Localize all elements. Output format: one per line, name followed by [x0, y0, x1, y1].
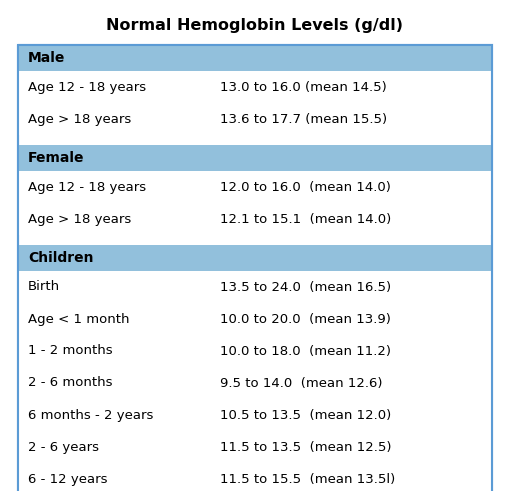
Text: 6 - 12 years: 6 - 12 years	[28, 472, 108, 486]
Bar	[18, 45, 492, 71]
Text: Age 12 - 18 years: Age 12 - 18 years	[28, 81, 146, 93]
Text: Female: Female	[28, 151, 84, 165]
Bar	[18, 463, 492, 491]
Text: 11.5 to 15.5  (mean 13.5l): 11.5 to 15.5 (mean 13.5l)	[220, 472, 395, 486]
Text: Age < 1 month: Age < 1 month	[28, 312, 130, 326]
Text: 2 - 6 months: 2 - 6 months	[28, 377, 112, 389]
Text: 13.6 to 17.7 (mean 15.5): 13.6 to 17.7 (mean 15.5)	[220, 112, 387, 126]
Bar	[18, 103, 492, 135]
Text: Normal Hemoglobin Levels (g/dl): Normal Hemoglobin Levels (g/dl)	[106, 18, 402, 33]
Text: 12.1 to 15.1  (mean 14.0): 12.1 to 15.1 (mean 14.0)	[220, 213, 391, 225]
Bar	[18, 367, 492, 399]
Text: 11.5 to 13.5  (mean 12.5): 11.5 to 13.5 (mean 12.5)	[220, 440, 392, 454]
Text: 10.0 to 20.0  (mean 13.9): 10.0 to 20.0 (mean 13.9)	[220, 312, 391, 326]
Text: 13.0 to 16.0 (mean 14.5): 13.0 to 16.0 (mean 14.5)	[220, 81, 387, 93]
Text: 12.0 to 16.0  (mean 14.0): 12.0 to 16.0 (mean 14.0)	[220, 181, 391, 193]
Bar	[18, 171, 492, 203]
Bar	[18, 335, 492, 367]
Text: 9.5 to 14.0  (mean 12.6): 9.5 to 14.0 (mean 12.6)	[220, 377, 383, 389]
Text: 6 months - 2 years: 6 months - 2 years	[28, 409, 153, 421]
Bar	[18, 145, 492, 171]
Text: Age > 18 years: Age > 18 years	[28, 213, 131, 225]
Text: Children: Children	[28, 251, 93, 265]
Bar	[18, 245, 492, 271]
Bar	[18, 271, 492, 303]
Text: 10.0 to 18.0  (mean 11.2): 10.0 to 18.0 (mean 11.2)	[220, 345, 391, 357]
Text: Age > 18 years: Age > 18 years	[28, 112, 131, 126]
Text: 13.5 to 24.0  (mean 16.5): 13.5 to 24.0 (mean 16.5)	[220, 280, 391, 294]
Bar	[18, 71, 492, 103]
Bar	[18, 431, 492, 463]
Text: Male: Male	[28, 51, 66, 65]
Text: 10.5 to 13.5  (mean 12.0): 10.5 to 13.5 (mean 12.0)	[220, 409, 391, 421]
Text: Age 12 - 18 years: Age 12 - 18 years	[28, 181, 146, 193]
Text: 2 - 6 years: 2 - 6 years	[28, 440, 99, 454]
Bar	[18, 303, 492, 335]
Bar	[18, 203, 492, 235]
Text: 1 - 2 months: 1 - 2 months	[28, 345, 113, 357]
Bar	[18, 399, 492, 431]
Text: Birth: Birth	[28, 280, 60, 294]
